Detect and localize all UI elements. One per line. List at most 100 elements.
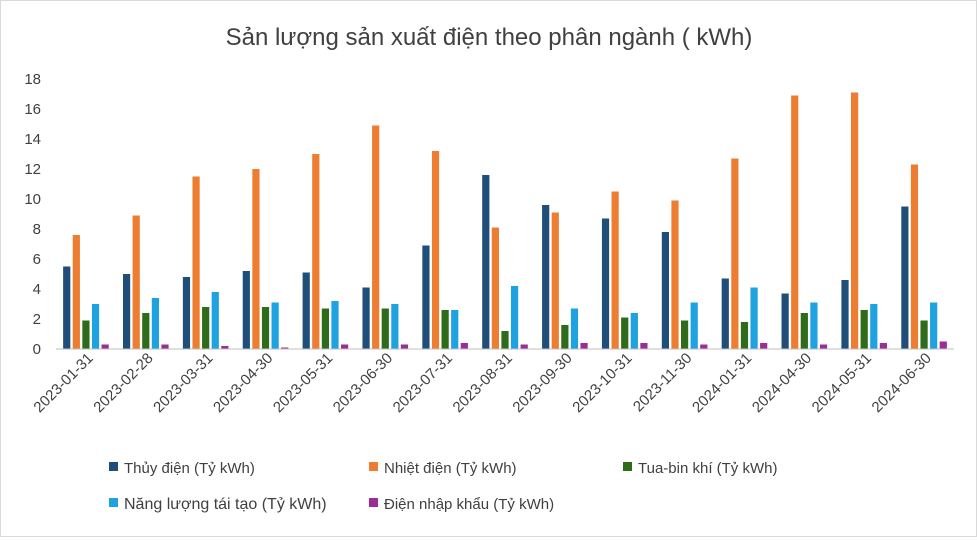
legend-swatch-1 <box>369 462 378 471</box>
y-tick-label: 8 <box>33 221 41 238</box>
bar-series-4-2023-09-30 <box>580 343 588 349</box>
bar-series-0-2023-07-31 <box>422 245 430 349</box>
legend-label-4: Điện nhập khẩu (Tỷ kWh) <box>384 496 554 513</box>
bars <box>63 92 947 349</box>
chart-title: Sản lượng sản xuất điện theo phân ngành … <box>226 24 753 51</box>
bar-series-1-2023-02-28 <box>132 215 140 349</box>
bar-series-0-2024-05-31 <box>841 280 849 349</box>
legend-swatch-0 <box>109 462 118 471</box>
bar-series-1-2023-10-31 <box>611 191 619 349</box>
x-tick-label: 2024-05-31 <box>809 350 875 416</box>
bar-series-4-2024-06-30 <box>939 341 947 349</box>
bar-series-3-2023-08-31 <box>511 286 519 349</box>
bar-series-3-2023-11-30 <box>690 302 698 349</box>
x-tick-label: 2024-01-31 <box>689 350 755 416</box>
bar-series-3-2023-10-31 <box>630 313 638 349</box>
bar-series-3-2024-04-30 <box>810 302 818 349</box>
bar-series-2-2023-04-30 <box>261 307 270 349</box>
bar-series-2-2024-06-30 <box>920 320 928 349</box>
bar-series-4-2024-04-30 <box>819 344 828 349</box>
bar-series-2-2023-05-31 <box>321 308 329 349</box>
bar-series-1-2023-09-30 <box>551 212 559 349</box>
bar-series-0-2023-08-31 <box>482 175 490 349</box>
x-tick-label: 2023-07-31 <box>390 350 456 416</box>
legend-swatch-4 <box>369 498 378 507</box>
bar-series-2-2023-07-31 <box>441 310 449 349</box>
bar-series-0-2023-01-31 <box>63 266 71 349</box>
bar-series-1-2023-05-31 <box>312 154 320 349</box>
y-tick-label: 6 <box>33 251 41 268</box>
bar-series-3-2023-02-28 <box>151 298 159 349</box>
bar-series-4-2023-01-31 <box>101 344 109 349</box>
bar-series-0-2023-06-30 <box>362 287 370 349</box>
bar-series-2-2023-10-31 <box>621 317 629 349</box>
bar-series-1-2024-01-31 <box>731 158 739 349</box>
bar-series-2-2023-03-31 <box>202 307 210 349</box>
bar-series-0-2023-09-30 <box>542 205 550 349</box>
y-tick-label: 0 <box>33 341 41 358</box>
bar-series-2-2023-06-30 <box>381 308 389 349</box>
bar-series-3-2023-06-30 <box>391 304 399 349</box>
bar-series-3-2023-09-30 <box>570 308 579 349</box>
bar-series-0-2023-03-31 <box>182 277 191 349</box>
bar-series-2-2023-09-30 <box>561 325 569 349</box>
bar-series-0-2023-11-30 <box>661 232 669 349</box>
legend-swatch-3 <box>109 498 118 507</box>
x-tick-label: 2023-09-30 <box>509 350 575 416</box>
x-tick-label: 2023-08-31 <box>450 350 516 416</box>
bar-series-3-2023-04-30 <box>271 302 279 349</box>
bar-series-1-2023-08-31 <box>491 227 499 349</box>
x-tick-label: 2023-01-31 <box>30 350 96 416</box>
bar-series-3-2023-03-31 <box>211 292 219 349</box>
bar-series-0-2023-10-31 <box>601 218 610 349</box>
bar-series-1-2023-03-31 <box>192 176 200 349</box>
bar-series-0-2024-04-30 <box>781 293 789 349</box>
x-tick-label: 2023-04-30 <box>210 350 276 416</box>
x-tick-label: 2023-06-30 <box>330 350 396 416</box>
bar-series-3-2024-06-30 <box>930 302 938 349</box>
bar-series-4-2023-08-31 <box>520 344 528 349</box>
bar-series-1-2023-04-30 <box>252 169 260 349</box>
bar-series-1-2023-06-30 <box>372 125 380 349</box>
legend-label-3: Năng lượng tái tạo (Tỷ kWh) <box>124 496 327 513</box>
y-tick-label: 10 <box>24 191 41 208</box>
x-tick-label: 2023-03-31 <box>150 350 216 416</box>
bar-series-4-2023-11-30 <box>700 344 708 349</box>
bar-series-4-2023-10-31 <box>640 343 648 349</box>
x-tick-label: 2023-02-28 <box>90 350 156 416</box>
y-tick-label: 14 <box>24 131 41 148</box>
bar-series-4-2023-05-31 <box>341 344 349 349</box>
bar-series-0-2024-01-31 <box>721 278 729 349</box>
legend-swatch-2 <box>623 462 632 471</box>
bar-series-2-2023-11-30 <box>681 320 689 349</box>
bar-series-1-2024-04-30 <box>791 95 799 349</box>
bar-series-4-2023-06-30 <box>400 344 409 349</box>
bar-series-4-2023-07-31 <box>460 343 468 349</box>
bar-series-2-2023-08-31 <box>501 331 509 349</box>
y-tick-label: 16 <box>24 101 41 118</box>
y-axis: 0 2 4 6 8 10 12 14 16 18 <box>24 71 41 358</box>
bar-series-4-2023-03-31 <box>221 346 229 349</box>
bar-series-3-2024-05-31 <box>870 304 878 349</box>
x-tick-label: 2023-11-30 <box>630 350 695 415</box>
bar-series-2-2024-04-30 <box>800 313 808 349</box>
bar-series-1-2023-01-31 <box>72 235 80 349</box>
bar-series-2-2024-05-31 <box>860 310 868 349</box>
bar-series-2-2023-01-31 <box>82 320 90 349</box>
bar-series-2-2024-01-31 <box>740 322 749 349</box>
bar-series-1-2024-06-30 <box>910 164 919 349</box>
bar-series-0-2023-05-31 <box>302 272 310 349</box>
bar-series-3-2023-07-31 <box>451 310 459 349</box>
bar-series-0-2023-02-28 <box>123 274 131 349</box>
y-tick-label: 18 <box>24 71 41 88</box>
y-tick-label: 2 <box>33 311 41 328</box>
bar-series-4-2023-02-28 <box>161 344 169 349</box>
legend-label-0: Thủy điện (Tỷ kWh) <box>124 460 255 477</box>
x-tick-label: 2023-10-31 <box>569 350 635 416</box>
bar-series-4-2024-01-31 <box>760 343 768 349</box>
y-tick-label: 4 <box>33 281 41 298</box>
x-tick-label: 2023-05-31 <box>270 350 336 416</box>
bar-series-3-2023-01-31 <box>91 304 100 349</box>
